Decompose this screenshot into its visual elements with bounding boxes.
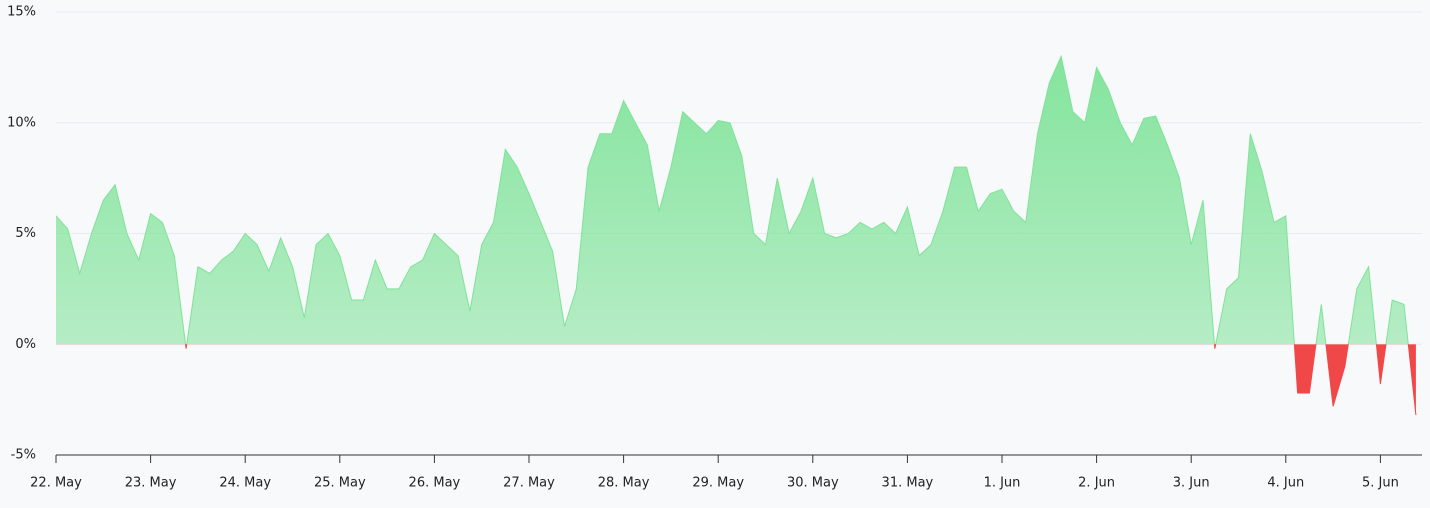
x-tick-label: 25. May <box>314 476 366 491</box>
y-tick-label: 10% <box>7 115 36 130</box>
y-tick-label: -5% <box>11 448 36 463</box>
x-tick-label: 2. Jun <box>1078 476 1115 491</box>
x-tick-label: 22. May <box>30 476 82 491</box>
x-tick-label: 3. Jun <box>1173 476 1210 491</box>
x-tick-label: 29. May <box>692 476 744 491</box>
x-tick-label: 30. May <box>787 476 839 491</box>
x-tick-label: 31. May <box>882 476 934 491</box>
area-positive <box>56 56 1416 345</box>
x-tick-label: 4. Jun <box>1267 476 1304 491</box>
x-tick-label: 27. May <box>503 476 555 491</box>
x-tick-label: 1. Jun <box>984 476 1021 491</box>
x-tick-label: 26. May <box>409 476 461 491</box>
x-tick-label: 24. May <box>219 476 271 491</box>
x-tick-label: 5. Jun <box>1362 476 1399 491</box>
y-tick-label: 5% <box>15 226 36 241</box>
x-tick-label: 28. May <box>598 476 650 491</box>
x-tick-label: 23. May <box>125 476 177 491</box>
y-tick-label: 15% <box>7 5 36 20</box>
line-positive <box>55 54 1409 345</box>
y-tick-label: 0% <box>15 337 36 352</box>
